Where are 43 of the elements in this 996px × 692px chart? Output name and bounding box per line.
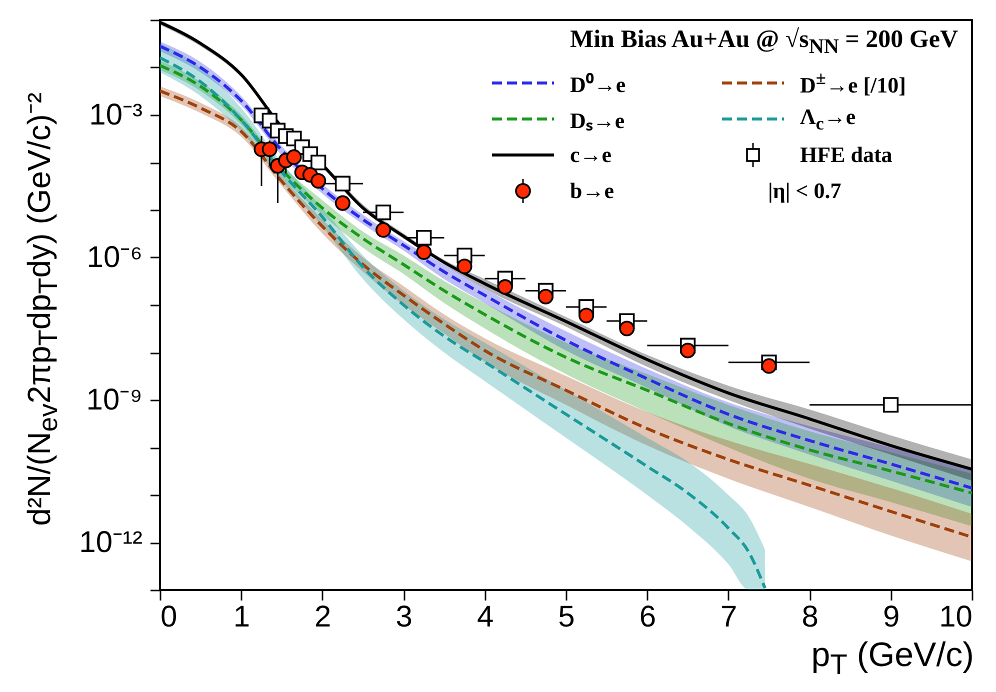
point: [619, 320, 635, 336]
point: [310, 154, 326, 170]
x-tick-label: 7: [720, 600, 738, 634]
y-tick-label: 10⁻³: [89, 98, 143, 132]
y-tick-label: 10⁻¹²: [79, 526, 142, 559]
legend-label: Dₛ→e: [570, 107, 625, 134]
x-axis-title: p$_{T}$ (GeV/c): [811, 636, 974, 682]
chart-title: Min Bias Au+Au @ √s$_{NN}$ = 200 GeV: [569, 26, 958, 59]
point: [578, 308, 594, 324]
x-tick-label: 6: [639, 600, 656, 634]
legend-label: D$^{±}$→e [/10]: [800, 68, 906, 98]
point: [680, 342, 696, 358]
point: [376, 204, 392, 220]
point: [262, 141, 278, 158]
point: [416, 230, 432, 246]
legend-label: HFE data: [800, 142, 892, 168]
point: [334, 176, 350, 192]
x-tick-label: 9: [882, 600, 900, 634]
point: [883, 397, 899, 413]
point: [310, 173, 326, 189]
legend-label: D⁰→e: [570, 71, 626, 98]
y-tick-label: 10⁻⁶: [86, 241, 142, 274]
legend-label: b→e: [570, 178, 614, 204]
annotation: |η| < 0.7: [767, 178, 842, 204]
x-tick-label: 2: [314, 600, 332, 634]
point: [376, 222, 392, 238]
point: [761, 358, 777, 374]
point: [286, 149, 302, 165]
point: [334, 195, 350, 211]
x-tick-label: 4: [476, 600, 494, 634]
y-tick-label: 10⁻⁹: [86, 384, 142, 416]
point: [416, 244, 432, 260]
point: [497, 279, 513, 295]
legend-label: c→e: [570, 142, 612, 168]
x-tick-label: 3: [396, 600, 412, 634]
x-tick-label: 5: [558, 600, 575, 634]
x-tick-label: 8: [802, 600, 818, 634]
x-tick-label: 10: [939, 600, 972, 634]
point: [456, 258, 472, 274]
x-tick-label: 1: [233, 600, 250, 634]
point: [538, 288, 554, 304]
x-tick-label: 0: [160, 600, 178, 634]
legend-label: Λ$_{c}$→e: [800, 104, 856, 134]
